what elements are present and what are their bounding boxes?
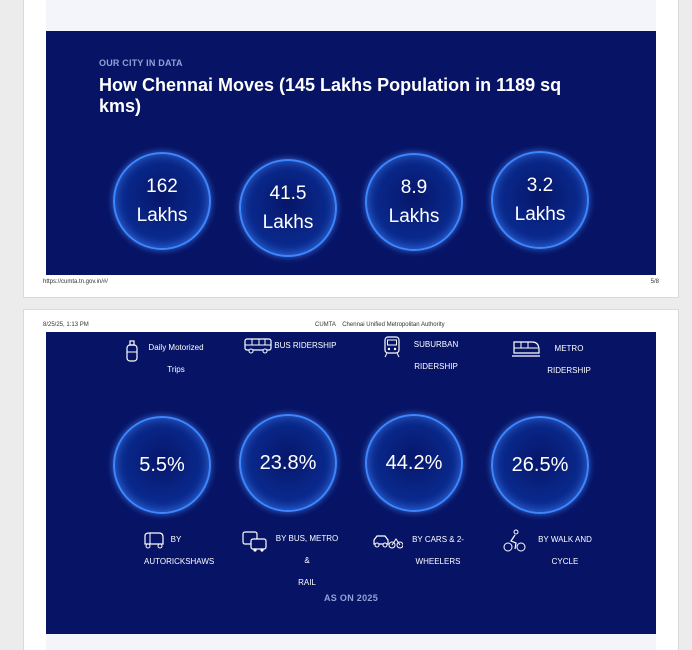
share-circle-private-vehicles: 44.2% <box>365 414 463 512</box>
label-text: METRO RIDERSHIP <box>547 344 591 375</box>
label-daily-trips: Daily Motorized Trips <box>124 337 216 381</box>
car-bike-icon <box>373 535 403 549</box>
page-number: 5/8 <box>650 279 659 285</box>
label-text: BY BUS, METRO & RAIL <box>275 534 339 587</box>
stat-circle-rail: 3.2 Lakhs <box>491 151 589 249</box>
autorickshaw-icon <box>144 532 164 549</box>
city-data-panel: OUR CITY IN DATA How Chennai Moves (145 … <box>46 31 656 275</box>
label-text: BY CARS & 2- WHEELERS <box>412 535 464 566</box>
header-title: CUMTA Chennai Unified Metropolitan Autho… <box>315 322 445 328</box>
label-bus-ridership: BUS RIDERSHIP <box>244 335 344 357</box>
metro-train-icon <box>512 341 540 357</box>
gas-cylinder-icon <box>126 340 138 362</box>
label-autorickshaws: BY AUTORICKSHAWS <box>116 529 215 573</box>
mobility-panel: Daily Motorized Trips BUS RIDERSHIP SUB <box>46 332 656 634</box>
pdf-page-5: OUR CITY IN DATA How Chennai Moves (145 … <box>24 0 678 297</box>
share-circle-public-transport: 23.8% <box>239 414 337 512</box>
label-text: SUBURBAN RIDERSHIP <box>413 340 459 371</box>
label-text: BY AUTORICKSHAWS <box>144 535 215 566</box>
share-circle-walk-cycle: 26.5% <box>491 416 589 514</box>
share-value: 44.2% <box>385 451 443 474</box>
train-icon <box>384 336 400 358</box>
label-walk-cycle: BY WALK AND CYCLE <box>500 529 600 573</box>
stat-value: 41.5 Lakhs <box>262 183 314 233</box>
label-text: BY WALK AND CYCLE <box>538 535 592 566</box>
label-bus-metro-rail: BY BUS, METRO & RAIL <box>242 528 342 594</box>
label-metro-ridership: METRO RIDERSHIP <box>508 338 600 382</box>
share-circle-autorickshaw: 5.5% <box>113 416 211 514</box>
footer-url[interactable]: https://cumta.tn.gov.in/#/ <box>43 279 108 285</box>
top-strip <box>46 0 656 31</box>
label-text: Daily Motorized Trips <box>148 343 204 374</box>
share-value: 5.5% <box>139 453 185 476</box>
share-value: 26.5% <box>511 453 569 476</box>
label-suburban-ridership: SUBURBAN RIDERSHIP <box>378 334 478 378</box>
stat-circle-bus: 8.9 Lakhs <box>365 153 463 251</box>
section-title: How Chennai Moves (145 Lakhs Population … <box>99 75 562 116</box>
stat-value: 8.9 Lakhs <box>388 177 440 227</box>
cyclist-icon <box>503 529 526 552</box>
pdf-page-6: 8/25/25, 1:13 PM CUMTA Chennai Unified M… <box>24 310 678 650</box>
stat-circle-population: 162 Lakhs <box>113 152 211 250</box>
stat-value: 3.2 Lakhs <box>514 175 566 225</box>
eyebrow-label: OUR CITY IN DATA <box>99 58 183 68</box>
label-text: BUS RIDERSHIP <box>274 341 337 350</box>
header-date: 8/25/25, 1:13 PM <box>43 322 89 328</box>
share-value: 23.8% <box>259 451 317 474</box>
as-on-label: AS ON 2025 <box>323 593 379 603</box>
stat-circle-trips: 41.5 Lakhs <box>239 159 337 257</box>
stat-value: 162 Lakhs <box>136 176 188 226</box>
bus-rail-icon <box>242 531 267 552</box>
bus-icon <box>244 338 272 354</box>
label-cars-two-wheelers: BY CARS & 2- WHEELERS <box>372 529 472 573</box>
bottom-strip <box>46 634 656 650</box>
